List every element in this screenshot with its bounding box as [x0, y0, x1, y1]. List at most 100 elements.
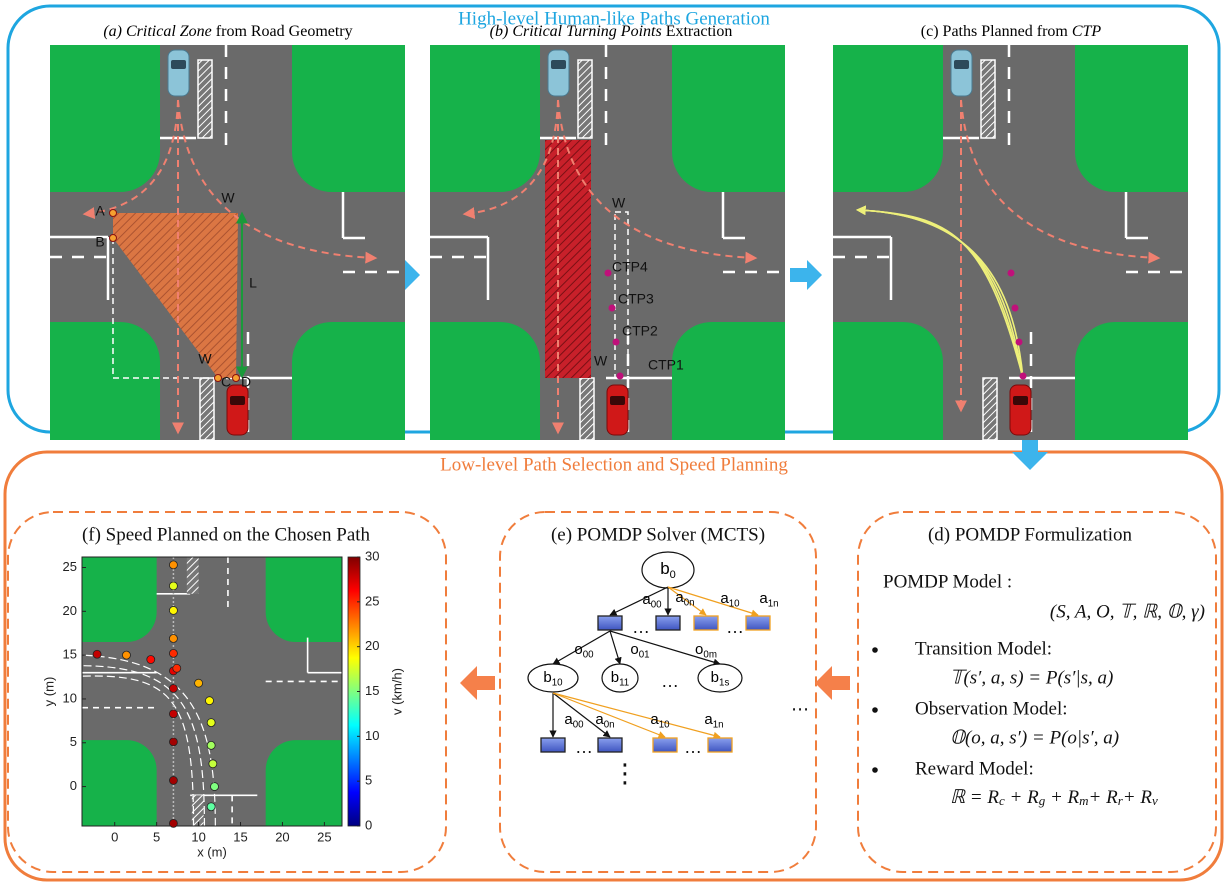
ctp-point [613, 339, 620, 346]
observation-label-sub: 01 [639, 649, 650, 660]
observation-label: o00 [574, 641, 594, 660]
y-tick-label: 0 [70, 778, 77, 793]
speed-point [211, 783, 219, 791]
colorbar-label: v (km/h) [389, 668, 404, 715]
point-label: A [95, 203, 105, 219]
point-label: CTP4 [612, 259, 648, 275]
ellipsis: … [661, 671, 679, 691]
crosswalk [983, 378, 997, 440]
panel-title: (e) POMDP Solver (MCTS) [551, 524, 765, 545]
speed-point [169, 606, 177, 614]
speed-point [207, 741, 215, 749]
crosswalk [578, 60, 592, 138]
speed-point [207, 719, 215, 727]
speed-point [169, 738, 177, 746]
intersection [833, 45, 1188, 440]
colorbar-tick-label: 25 [365, 593, 379, 608]
formula-part: v [1152, 793, 1158, 808]
formula-part: + R [1123, 787, 1153, 808]
car-blue [548, 50, 569, 96]
car-blue [168, 50, 189, 96]
action-label-sub: 00 [573, 719, 584, 730]
ctp-point [1016, 339, 1023, 346]
panel-title-part: (a) Critical Zone [103, 23, 211, 40]
item-name: Reward Model: [915, 758, 1034, 779]
action-label-sub: 10 [659, 719, 670, 730]
colorbar-tick-label: 15 [365, 683, 379, 698]
speed-point [169, 684, 177, 692]
action-label-sub: 00 [651, 599, 662, 610]
formula-part: m [1079, 793, 1088, 808]
section-title: Low-level Path Selection and Speed Plann… [440, 454, 788, 475]
action-label: a10 [720, 590, 740, 609]
ellipsis: … [726, 617, 744, 637]
model-label: POMDP Model : [883, 571, 1012, 592]
x-tick-label: 25 [317, 829, 331, 844]
panel-title-part: from Road Geometry [212, 23, 353, 40]
point-label: B [95, 234, 104, 250]
panel-title: (d) POMDP Formulization [928, 524, 1133, 545]
belief-label-base: b [660, 559, 669, 578]
action-node [598, 738, 622, 752]
x-tick-label: 10 [191, 829, 205, 844]
bullet [872, 767, 878, 773]
point-label: L [249, 275, 257, 291]
panel-title-part: (b) Critical Turning Points [490, 23, 662, 40]
action-label-sub: 0n [604, 719, 615, 730]
point-label: D [241, 374, 251, 390]
formula-part: + R [1089, 787, 1119, 808]
car-window [551, 60, 566, 69]
belief-label-base: b [611, 669, 619, 686]
formula-part: ℝ = R [950, 787, 999, 808]
speed-point [169, 819, 177, 827]
action-node [656, 616, 680, 630]
intersection [430, 45, 785, 440]
car-blue [951, 50, 972, 96]
speed-point [169, 561, 177, 569]
x-tick-label: 5 [153, 829, 160, 844]
speed-point [207, 803, 215, 811]
x-axis-label: x (m) [197, 844, 227, 859]
crosswalk [981, 60, 995, 138]
speed-point [209, 760, 217, 768]
zone-point [233, 375, 240, 382]
point-label: CTP1 [648, 357, 684, 373]
grass [833, 322, 943, 440]
panel-title-part: Extraction [662, 23, 733, 40]
speed-point [195, 679, 203, 687]
belief-label-base: b [543, 669, 551, 686]
plot-grass [266, 557, 342, 642]
action-label-sub: 0n [684, 597, 695, 608]
plot-grass [82, 740, 157, 826]
crosswalk [580, 378, 594, 440]
ctp-point [609, 305, 616, 312]
page: { "top": { "title": "High-level Human-li… [0, 0, 1227, 886]
ctp-point [605, 270, 612, 277]
action-node [598, 616, 622, 630]
grass [430, 322, 540, 440]
action-label-sub: 1n [768, 598, 779, 609]
speed-point [205, 697, 213, 705]
plot-crosswalk [187, 557, 199, 594]
speed-point [93, 650, 101, 658]
colorbar-tick-label: 10 [365, 728, 379, 743]
zone-point [110, 210, 117, 217]
action-node [541, 738, 565, 752]
panel-title-part: (c) Paths Planned from [921, 23, 1072, 40]
formula-part: + R [1045, 787, 1079, 808]
x-tick-label: 20 [275, 829, 289, 844]
ellipsis: ⋯ [791, 699, 809, 719]
grass [1075, 322, 1188, 440]
grass [50, 322, 160, 440]
tree-edge [610, 631, 620, 664]
grass [672, 45, 785, 192]
ellipsis: ⋮ [612, 758, 638, 788]
ctp-point [1012, 305, 1019, 312]
item-name: Transition Model: [915, 638, 1052, 659]
critical-strip [545, 140, 591, 378]
y-tick-label: 20 [63, 603, 77, 618]
observation-label-base: o [695, 641, 703, 658]
model-tuple: (S, A, O, 𝕋, ℝ, 𝕆, γ) [1050, 601, 1205, 622]
point-label: CTP2 [622, 323, 658, 339]
speed-point [169, 634, 177, 642]
